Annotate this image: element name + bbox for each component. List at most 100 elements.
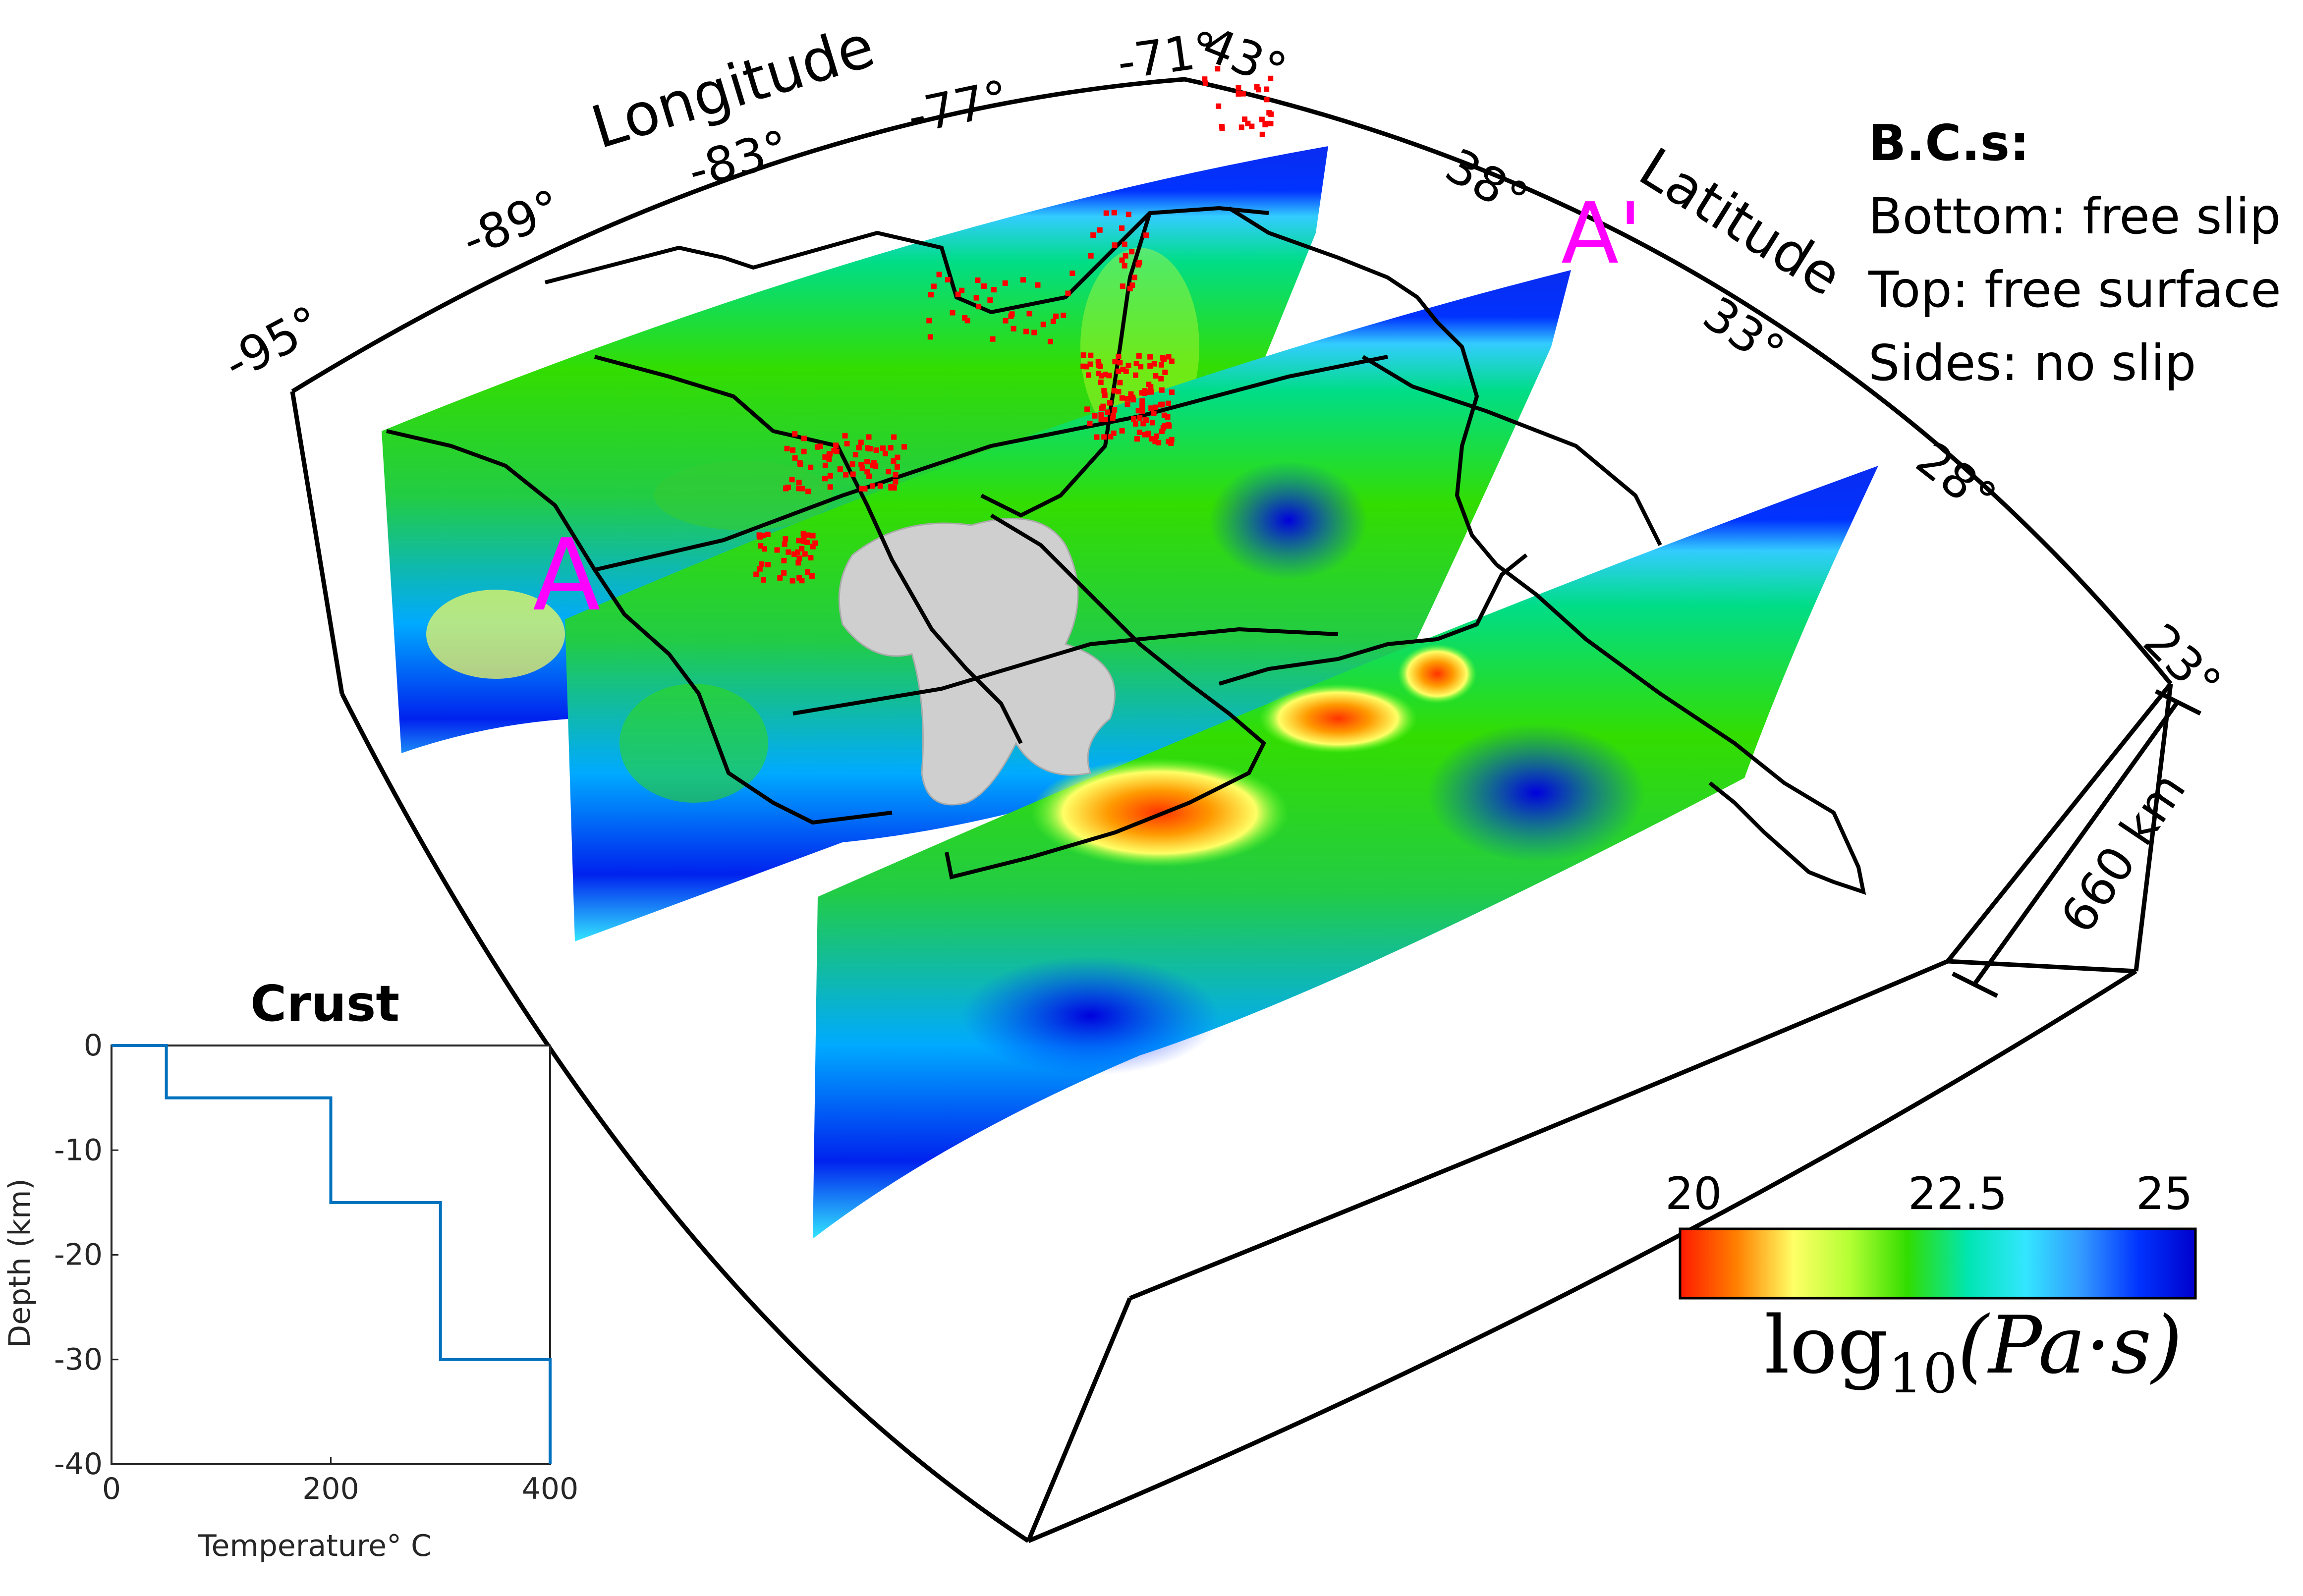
earthquake-marker [1047, 338, 1053, 344]
boundary-condition-top: Top: free surface [1868, 261, 2281, 319]
earthquake-marker [1090, 232, 1096, 238]
crust-y-tick-label: -30 [54, 1342, 103, 1377]
crust-chart-xlabel: Temperature° C [198, 1529, 432, 1563]
earthquake-marker [1100, 403, 1106, 409]
crust-chart: Crust 0 200 400 0 -10 -20 -30 -40 Temperature° … [2, 975, 578, 1563]
crust-x-tick-label: 400 [522, 1472, 579, 1506]
earthquake-marker [827, 484, 833, 490]
earthquake-marker [859, 465, 865, 471]
earthquake-marker [800, 531, 806, 537]
earthquake-marker [866, 473, 872, 479]
earthquake-marker [799, 578, 805, 584]
earthquake-marker [1166, 439, 1172, 444]
earthquake-marker [810, 544, 816, 550]
earthquake-marker [1169, 358, 1175, 364]
earthquake-marker [893, 479, 899, 485]
earthquake-marker [781, 557, 787, 563]
earthquake-marker [797, 460, 803, 466]
earthquake-marker [1216, 103, 1222, 109]
earthquake-marker [1259, 131, 1265, 137]
earthquake-marker [809, 573, 815, 579]
earthquake-marker [894, 464, 900, 470]
earthquake-marker [870, 483, 876, 489]
earthquake-marker [1154, 433, 1160, 439]
earthquake-marker [792, 455, 798, 461]
earthquake-marker [1259, 116, 1265, 122]
earthquake-marker [1264, 97, 1270, 103]
earthquake-marker [1161, 412, 1167, 418]
earthquake-marker [962, 315, 968, 321]
colorbar-tick: 25 [2136, 1168, 2193, 1220]
earthquake-marker [1143, 232, 1149, 238]
earthquake-marker [1165, 422, 1171, 428]
earthquake-marker [826, 451, 832, 457]
earthquake-marker [1147, 354, 1153, 360]
earthquake-marker [781, 570, 787, 576]
earthquake-marker [852, 452, 858, 458]
earthquake-marker [1098, 380, 1104, 385]
earthquake-marker [1087, 361, 1093, 367]
earthquake-marker [822, 462, 828, 468]
earthquake-marker [950, 310, 955, 316]
earthquake-marker [1134, 436, 1140, 442]
earthquake-marker [1139, 408, 1145, 414]
boundary-conditions: B.C.s: Bottom: free slip Top: free surfa… [1868, 107, 2281, 400]
earthquake-marker [786, 485, 791, 491]
earthquake-marker [901, 444, 907, 450]
earthquake-marker [799, 486, 805, 492]
earthquake-marker [1156, 440, 1162, 445]
earthquake-marker [796, 486, 802, 492]
earthquake-marker [784, 445, 790, 451]
earthquake-marker [891, 434, 897, 440]
earthquake-marker [814, 444, 820, 450]
earthquake-marker [1136, 429, 1142, 435]
earthquake-marker [936, 272, 942, 277]
earthquake-marker [1165, 414, 1171, 420]
longitude-tick: -89° [454, 179, 569, 269]
earthquake-marker [1169, 389, 1175, 395]
earthquake-marker [1120, 283, 1125, 289]
earthquake-marker [1108, 434, 1114, 440]
earthquake-marker [842, 433, 848, 439]
earthquake-marker [1103, 372, 1109, 378]
earthquake-marker [765, 531, 771, 537]
earthquake-marker [1161, 356, 1167, 362]
earthquake-marker [862, 486, 868, 492]
earthquake-marker [1116, 388, 1122, 394]
earthquake-marker [864, 459, 870, 465]
state-boundaries [386, 206, 1866, 895]
earthquake-marker [891, 485, 897, 491]
earthquake-marker [801, 535, 807, 541]
earthquake-marker [1023, 329, 1029, 334]
earthquake-marker [833, 442, 839, 448]
earthquake-marker [1094, 434, 1100, 440]
earthquake-marker [1131, 275, 1137, 280]
earthquake-marker [850, 471, 856, 477]
earthquake-marker [1240, 91, 1246, 97]
earthquake-marker [1119, 225, 1125, 231]
earthquake-marker [1116, 353, 1122, 359]
earthquake-marker [804, 540, 810, 546]
earthquake-marker [865, 445, 871, 451]
earthquake-marker [782, 541, 787, 547]
earthquake-marker [926, 318, 932, 324]
earthquake-marker [1264, 86, 1270, 92]
colorbar-label: log10(Pa·s) [1764, 1299, 2183, 1405]
earthquake-marker [758, 543, 764, 549]
earthquake-marker [1102, 416, 1108, 422]
earthquake-marker [1101, 387, 1107, 393]
earthquake-marker [1080, 352, 1086, 358]
earthquake-marker [1129, 282, 1135, 288]
earthquake-marker [1088, 253, 1094, 259]
earthquake-marker [1165, 400, 1171, 406]
earthquake-marker [843, 472, 849, 478]
earthquake-marker [1268, 75, 1274, 81]
earthquake-marker [873, 447, 879, 453]
earthquake-marker [1148, 384, 1154, 390]
earthquake-marker [955, 291, 961, 297]
earthquake-marker [1008, 313, 1014, 319]
earthquake-marker [1020, 277, 1026, 283]
latitude-title: Latitude [1629, 135, 1853, 308]
earthquake-marker [1110, 412, 1116, 418]
earthquake-marker [873, 463, 879, 469]
